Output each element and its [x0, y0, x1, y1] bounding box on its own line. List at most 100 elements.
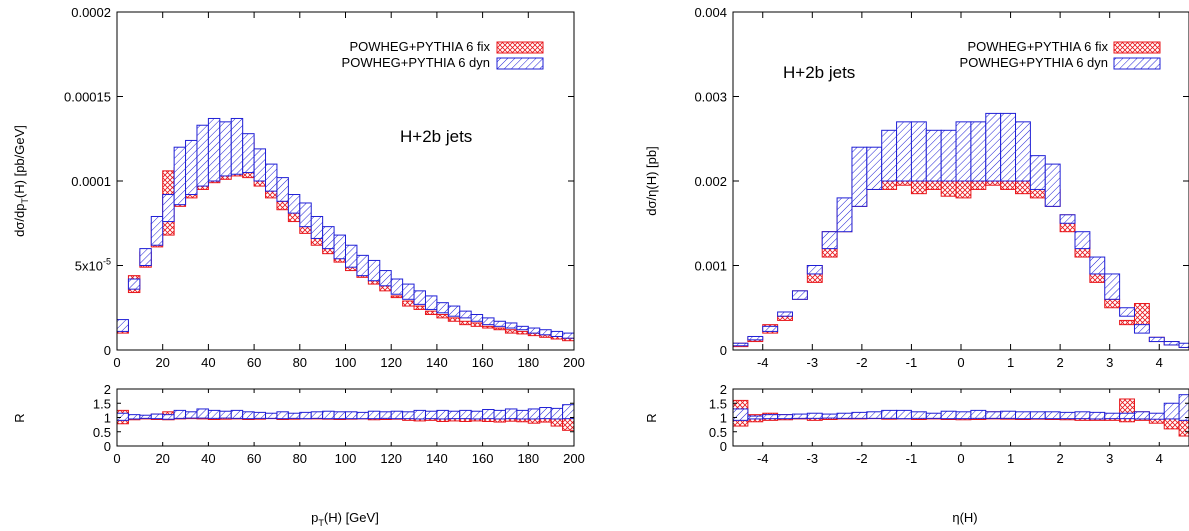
band-dyn-bin	[866, 411, 883, 419]
x-tick-label: 4	[1156, 451, 1163, 466]
band-dyn-bin	[310, 411, 324, 419]
band-dyn-bin	[1000, 410, 1017, 419]
left-ticks: 0020204040606080801001001201201401401601…	[64, 5, 585, 466]
x-tick-label: -1	[906, 355, 918, 370]
band-dyn-bin	[424, 410, 438, 420]
band-dyn-bin	[150, 215, 164, 246]
x-tick-label: 140	[426, 451, 448, 466]
band-dyn-bin	[851, 411, 868, 419]
legend-fix-label-right: POWHEG+PYTHIA 6 fix	[967, 39, 1108, 54]
band-dyn-bin	[925, 412, 942, 419]
band-dyn-bin	[230, 409, 244, 419]
band-dyn-bin	[436, 302, 449, 314]
right-legend: POWHEG+PYTHIA 6 fix POWHEG+PYTHIA 6 dyn	[960, 39, 1161, 70]
band-dyn-bin	[367, 410, 381, 420]
band-dyn-bin	[162, 414, 175, 420]
band-dyn-bin	[276, 177, 289, 202]
band-dyn-bin	[955, 411, 972, 420]
band-dyn-bin	[1148, 336, 1165, 343]
band-dyn-bin	[390, 410, 404, 420]
x-tick-label: 0	[957, 355, 964, 370]
band-dyn-bin	[940, 410, 957, 420]
band-dyn-bin	[322, 226, 335, 250]
band-fix-bin	[402, 300, 415, 307]
x-tick-label: 20	[155, 355, 169, 370]
band-dyn-bin	[1059, 214, 1076, 224]
band-dyn-bin	[299, 411, 312, 420]
band-dyn-bin	[287, 412, 301, 419]
x-tick-label: 100	[335, 451, 357, 466]
band-dyn-bin	[1104, 412, 1121, 420]
band-dyn-bin	[527, 408, 541, 420]
x-tick-label: 200	[563, 355, 585, 370]
band-dyn-bin	[173, 409, 187, 419]
band-dyn-bin	[527, 327, 541, 334]
band-fix-bin	[379, 285, 392, 292]
band-fix-bin	[436, 314, 449, 319]
legend-dyn-label: POWHEG+PYTHIA 6 dyn	[342, 55, 490, 70]
band-dyn-bin	[925, 129, 942, 182]
band-dyn-bin	[747, 415, 764, 420]
band-dyn-bin	[139, 248, 152, 267]
x-tick-label: -2	[856, 355, 868, 370]
y-tick-label: 0.001	[694, 259, 727, 274]
band-dyn-bin	[253, 148, 267, 182]
band-dyn-bin	[482, 409, 495, 420]
left-ratio-bands	[116, 404, 575, 431]
band-fix-bin	[470, 322, 484, 327]
band-dyn-bin	[253, 411, 267, 419]
x-tick-label: 0	[957, 451, 964, 466]
band-dyn-bin	[1119, 412, 1135, 420]
band-dyn-bin	[230, 117, 244, 175]
legend-fix-swatch-right	[1113, 41, 1161, 54]
band-dyn-bin	[1089, 411, 1106, 420]
band-fix-bin	[424, 310, 438, 316]
band-dyn-bin	[821, 413, 838, 419]
left-x-label: pT(H) [GeV]	[311, 510, 379, 528]
x-tick-label: 0	[113, 451, 120, 466]
x-tick-label: 40	[201, 451, 215, 466]
band-dyn-bin	[493, 409, 506, 420]
band-dyn-bin	[402, 283, 415, 300]
y-tick-label: 5x10-5	[75, 257, 111, 274]
x-tick-label: 1	[1007, 355, 1014, 370]
band-dyn-bin	[333, 411, 347, 420]
ratio-y-tick-label: 1.5	[709, 396, 727, 411]
band-dyn-bin	[1163, 402, 1180, 420]
band-dyn-bin	[310, 215, 324, 239]
band-dyn-bin	[242, 411, 255, 420]
ratio-y-tick-label: 1.5	[93, 396, 111, 411]
x-tick-label: 2	[1057, 451, 1064, 466]
band-dyn-bin	[806, 265, 823, 275]
x-tick-label: 2	[1057, 355, 1064, 370]
band-dyn-bin	[1000, 112, 1017, 182]
band-dyn-bin	[777, 414, 793, 420]
band-fix-bin	[493, 327, 506, 331]
band-fix-bin	[777, 315, 793, 321]
x-tick-label: 1	[1007, 451, 1014, 466]
x-tick-label: 3	[1106, 451, 1113, 466]
band-dyn-bin	[896, 121, 912, 182]
x-tick-label: 160	[472, 355, 494, 370]
left-legend: POWHEG+PYTHIA 6 fix POWHEG+PYTHIA 6 dyn	[342, 39, 544, 70]
ratio-y-tick-label: 2	[104, 382, 111, 397]
band-dyn-bin	[747, 335, 764, 341]
band-dyn-bin	[459, 310, 472, 319]
band-dyn-bin	[539, 407, 552, 420]
x-tick-label: 200	[563, 451, 585, 466]
left-y-label: dσ/dpT(H) [pb/GeV]	[12, 125, 30, 237]
band-dyn-bin	[1133, 324, 1150, 334]
band-dyn-bin	[1074, 231, 1091, 250]
band-dyn-bin	[413, 290, 426, 305]
band-dyn-bin	[470, 314, 484, 322]
ratio-y-tick-label: 0	[720, 439, 727, 454]
band-dyn-bin	[1163, 341, 1180, 346]
x-tick-label: -3	[807, 451, 819, 466]
band-dyn-bin	[836, 197, 853, 233]
band-dyn-bin	[367, 259, 381, 282]
band-dyn-bin	[910, 121, 927, 182]
band-dyn-bin	[447, 305, 461, 317]
band-fix-bin	[299, 226, 312, 234]
band-dyn-bin	[1044, 411, 1061, 420]
y-tick-label: 0	[720, 343, 727, 358]
